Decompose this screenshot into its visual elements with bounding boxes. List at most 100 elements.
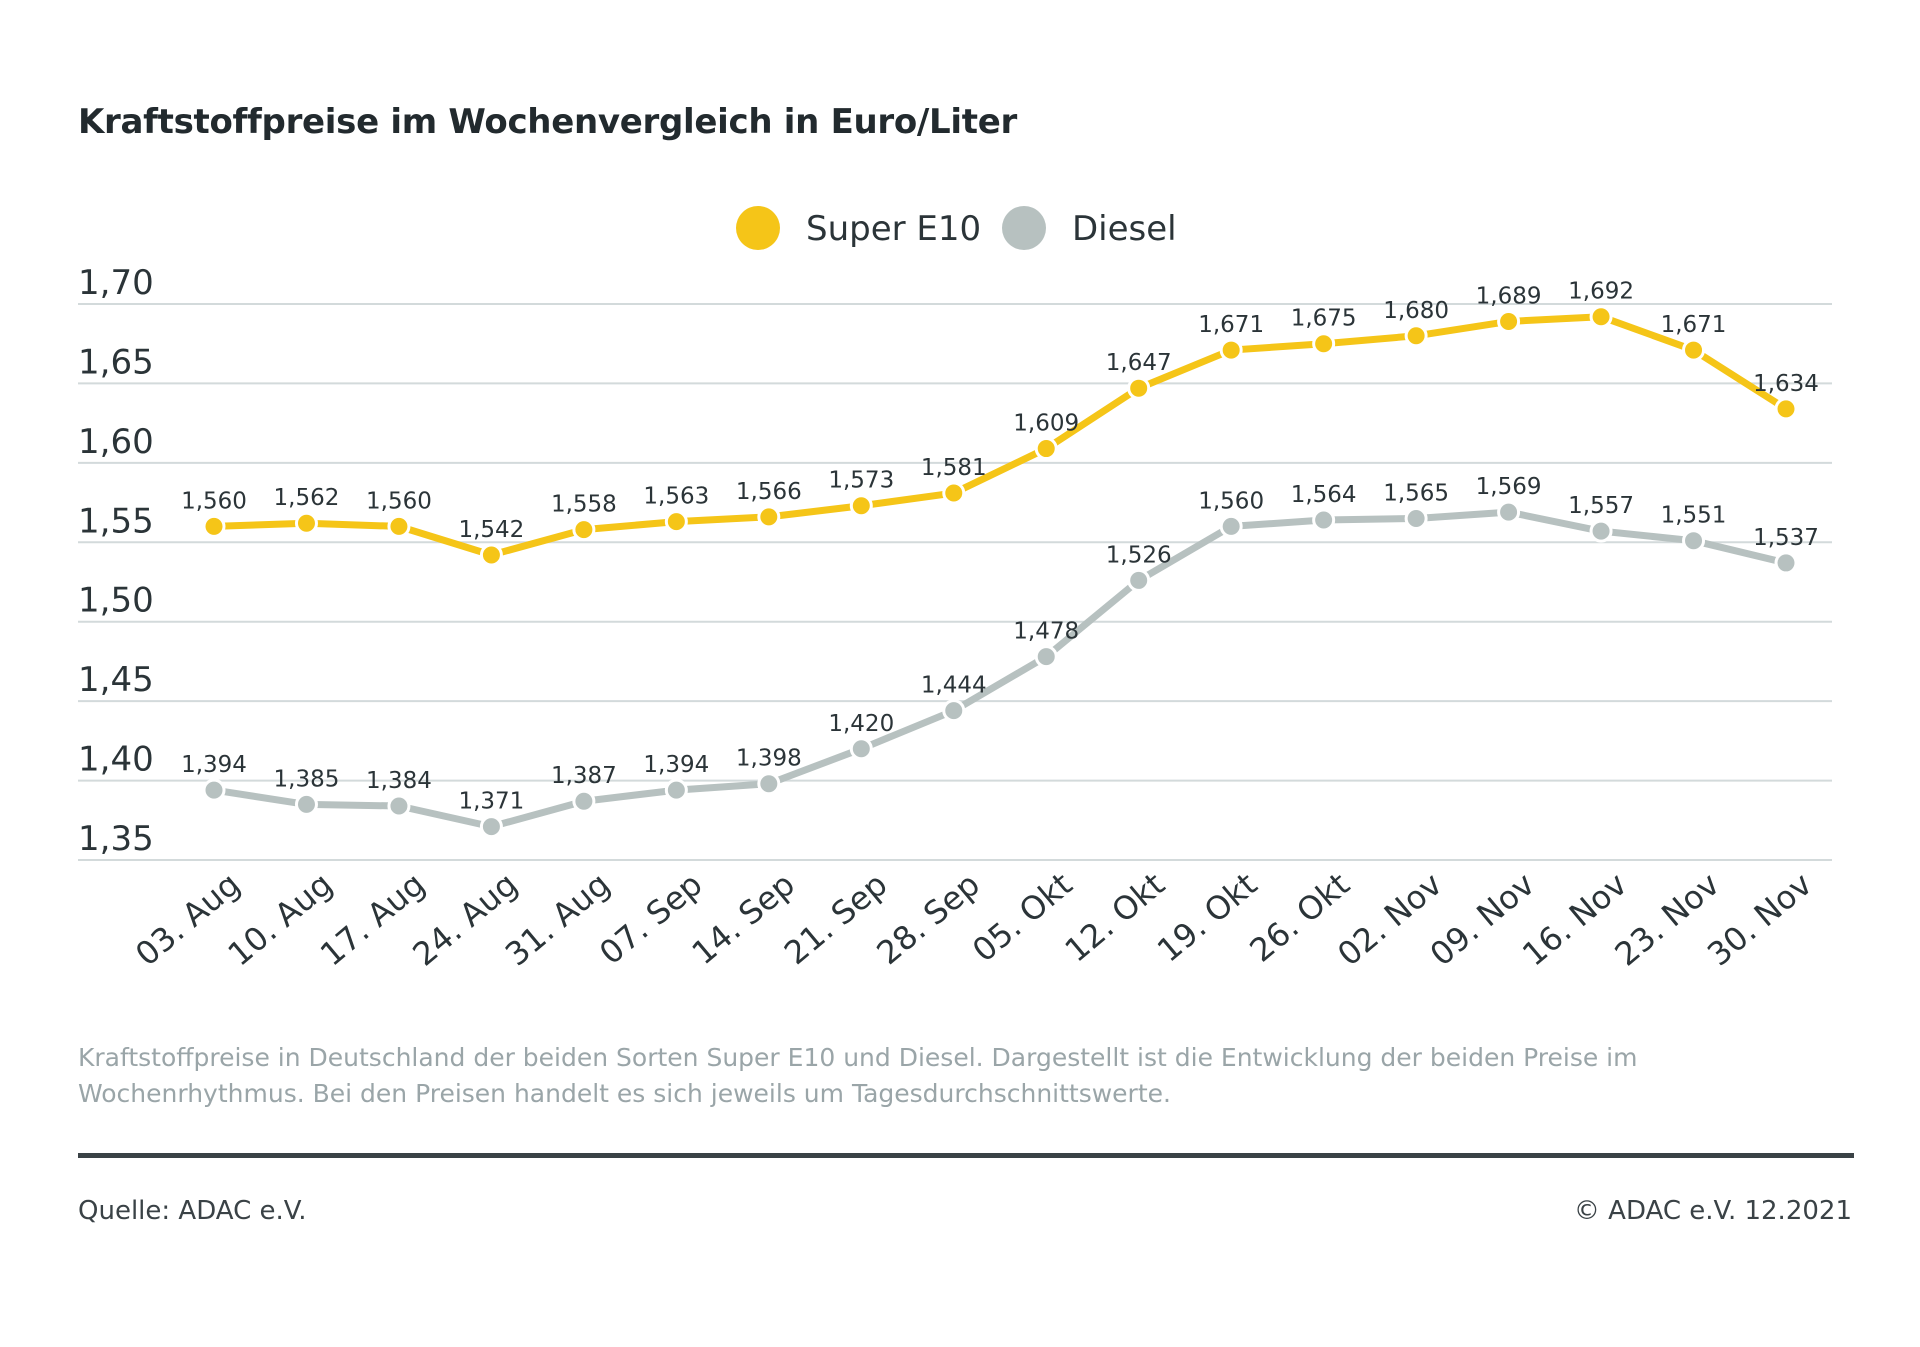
chart-caption: Kraftstoffpreise in Deutschland der beid… xyxy=(78,1043,1638,1108)
x-tick-label: 31. Aug xyxy=(498,865,617,974)
data-point xyxy=(1219,514,1243,538)
data-label: 1,560 xyxy=(181,488,247,514)
data-label: 1,634 xyxy=(1753,371,1819,397)
data-label: 1,564 xyxy=(1291,482,1357,508)
y-tick-label: 1,65 xyxy=(78,342,154,382)
data-label: 1,560 xyxy=(1198,488,1264,514)
data-label: 1,537 xyxy=(1753,525,1819,551)
data-point xyxy=(572,789,596,813)
data-label: 1,551 xyxy=(1661,503,1727,529)
legend-swatch xyxy=(736,206,780,250)
data-point xyxy=(387,514,411,538)
x-tick-label: 19. Okt xyxy=(1150,865,1264,970)
data-label: 1,558 xyxy=(551,492,617,518)
x-tick-label: 09. Nov xyxy=(1423,865,1542,974)
data-label: 1,680 xyxy=(1383,298,1449,324)
x-tick-label: 30. Nov xyxy=(1700,865,1819,974)
series-super-e10: 1,560 1,562 1,560 1,542 1,558 1,563 1,566 1,573… xyxy=(181,279,1819,567)
data-label: 1,689 xyxy=(1476,283,1542,309)
x-tick-label: 05. Okt xyxy=(965,865,1079,970)
data-label: 1,371 xyxy=(458,789,524,815)
data-label: 1,384 xyxy=(366,768,432,794)
data-label: 1,671 xyxy=(1661,312,1727,338)
data-label: 1,557 xyxy=(1568,493,1634,519)
data-label: 1,581 xyxy=(921,455,987,481)
x-tick-label: 07. Sep xyxy=(592,865,709,972)
data-point xyxy=(942,481,966,505)
data-point xyxy=(664,778,688,802)
data-point xyxy=(1682,529,1706,553)
data-point xyxy=(849,494,873,518)
source-note: Quelle: ADAC e.V. xyxy=(78,1196,307,1226)
data-point xyxy=(572,518,596,542)
data-label: 1,566 xyxy=(736,479,802,505)
data-label: 1,565 xyxy=(1383,480,1449,506)
data-label: 1,542 xyxy=(458,517,524,543)
y-tick-label: 1,50 xyxy=(78,581,154,621)
legend-label: Diesel xyxy=(1072,209,1177,249)
data-point xyxy=(1312,508,1336,532)
y-tick-label: 1,60 xyxy=(78,422,154,462)
data-point xyxy=(1589,305,1613,329)
data-point xyxy=(1404,506,1428,530)
data-point xyxy=(1682,338,1706,362)
data-point xyxy=(479,543,503,567)
data-point xyxy=(1497,500,1521,524)
y-tick-label: 1,55 xyxy=(78,501,154,541)
data-label: 1,526 xyxy=(1106,542,1172,568)
line-chart: Super E10 Diesel 1,35 1,40 1,45 1,50 1,55 1,60… xyxy=(78,206,1832,974)
data-point xyxy=(1312,332,1336,356)
legend: Super E10 Diesel xyxy=(736,206,1177,250)
x-tick-label: 10. Aug xyxy=(221,865,340,974)
x-tick-label: 21. Sep xyxy=(777,865,894,972)
series-diesel: 1,394 1,385 1,384 1,371 1,387 1,394 1,398 1,420… xyxy=(181,474,1819,839)
x-tick-label: 02. Nov xyxy=(1330,865,1449,974)
data-label: 1,692 xyxy=(1568,279,1634,305)
y-axis: 1,35 1,40 1,45 1,50 1,55 1,60 1,65 1,70 xyxy=(78,263,154,859)
data-point xyxy=(1497,309,1521,333)
data-point xyxy=(294,511,318,535)
data-point xyxy=(849,737,873,761)
series-layer: 1,560 1,562 1,560 1,542 1,558 1,563 1,566 1,573… xyxy=(181,279,1819,839)
data-label: 1,675 xyxy=(1291,306,1357,332)
data-label: 1,420 xyxy=(828,711,894,737)
series-line xyxy=(210,313,1790,559)
legend-swatch xyxy=(1002,206,1046,250)
data-label: 1,385 xyxy=(274,766,340,792)
footer-divider xyxy=(78,1153,1854,1158)
data-label: 1,647 xyxy=(1106,350,1172,376)
data-point xyxy=(1034,645,1058,669)
data-point xyxy=(757,772,781,796)
y-tick-label: 1,70 xyxy=(78,263,154,303)
data-point xyxy=(1774,397,1798,421)
series-line xyxy=(210,508,1790,831)
data-point xyxy=(1774,551,1798,575)
data-point xyxy=(202,514,226,538)
chart-title: Kraftstoffpreise im Wochenvergleich in E… xyxy=(78,102,1017,142)
x-tick-label: 12. Okt xyxy=(1058,865,1172,970)
x-tick-label: 24. Aug xyxy=(405,865,524,974)
copyright-note: © ADAC e.V. 12.2021 xyxy=(1573,1196,1852,1226)
data-label: 1,562 xyxy=(274,485,340,511)
data-label: 1,478 xyxy=(1013,619,1079,645)
x-tick-label: 28. Sep xyxy=(870,865,987,972)
data-point xyxy=(202,778,226,802)
x-tick-label: 23. Nov xyxy=(1608,865,1727,974)
x-tick-label: 16. Nov xyxy=(1515,865,1634,974)
data-label: 1,387 xyxy=(551,763,617,789)
data-label: 1,569 xyxy=(1476,474,1542,500)
data-point xyxy=(387,794,411,818)
data-label: 1,563 xyxy=(643,484,709,510)
data-label: 1,573 xyxy=(828,468,894,494)
legend-label: Super E10 xyxy=(806,209,981,249)
data-point xyxy=(757,505,781,529)
data-point xyxy=(1589,519,1613,543)
data-point xyxy=(1127,376,1151,400)
data-point xyxy=(942,699,966,723)
x-tick-label: 14. Sep xyxy=(685,865,802,972)
data-label: 1,671 xyxy=(1198,312,1264,338)
y-tick-label: 1,35 xyxy=(78,819,154,859)
y-tick-label: 1,40 xyxy=(78,740,154,780)
data-point xyxy=(1219,338,1243,362)
